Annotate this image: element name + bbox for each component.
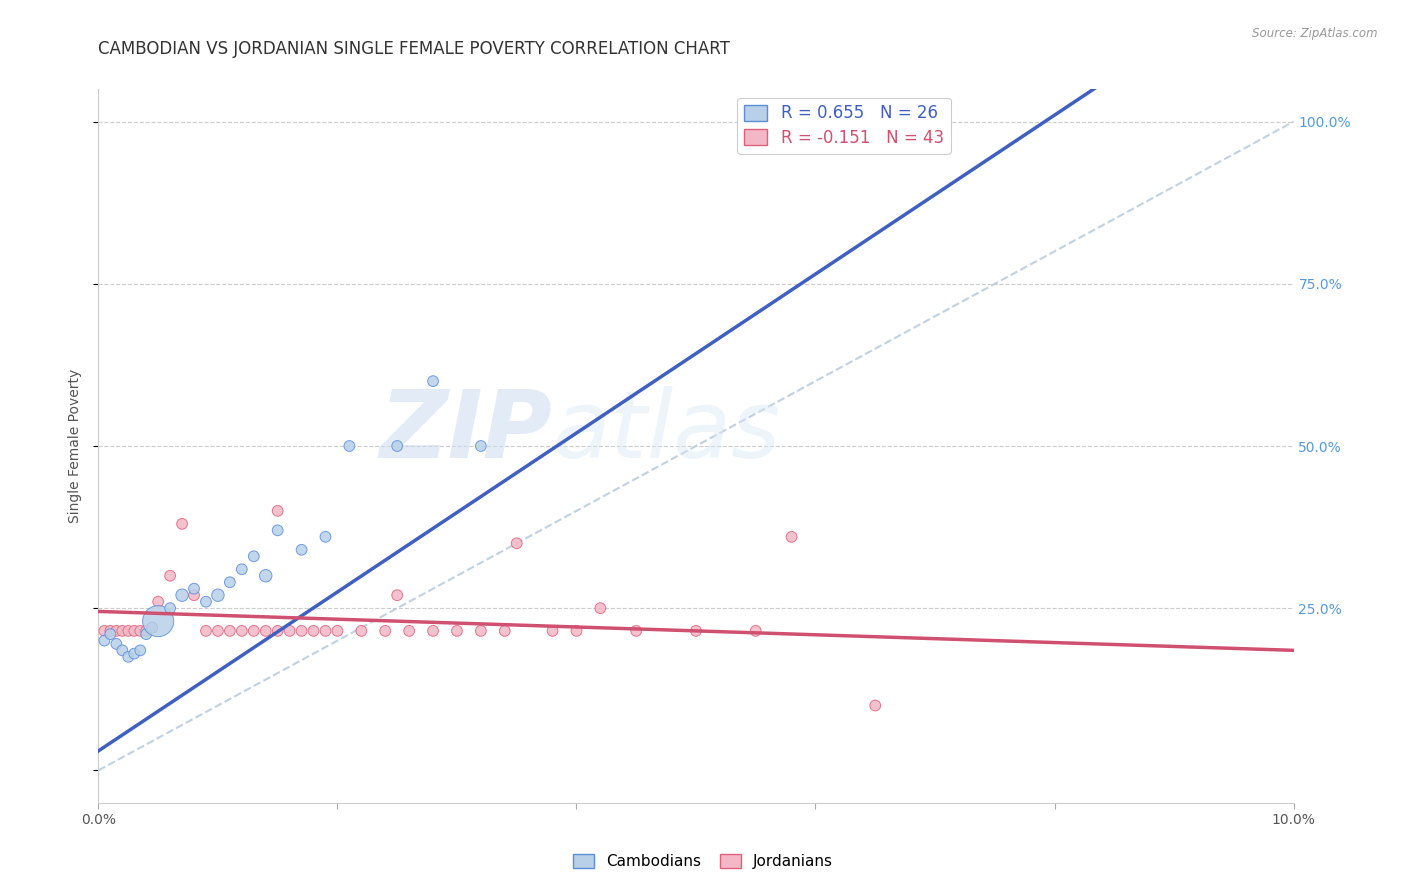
Point bbox=[339, 439, 360, 453]
Point bbox=[494, 624, 516, 638]
Point bbox=[267, 504, 290, 518]
Point bbox=[506, 536, 529, 550]
Point bbox=[124, 624, 146, 638]
Point bbox=[291, 624, 314, 638]
Point bbox=[172, 588, 194, 602]
Point bbox=[124, 647, 146, 661]
Point bbox=[243, 549, 266, 564]
Point bbox=[219, 575, 242, 590]
Point bbox=[254, 568, 277, 582]
Point bbox=[129, 624, 152, 638]
Point bbox=[291, 542, 314, 557]
Point bbox=[315, 624, 337, 638]
Point bbox=[111, 624, 134, 638]
Point bbox=[278, 624, 301, 638]
Point bbox=[159, 568, 181, 582]
Point bbox=[172, 516, 194, 531]
Point bbox=[470, 624, 492, 638]
Point bbox=[231, 562, 253, 576]
Point bbox=[267, 524, 290, 538]
Point bbox=[589, 601, 612, 615]
Point bbox=[148, 595, 170, 609]
Point bbox=[541, 624, 564, 638]
Point bbox=[685, 624, 707, 638]
Point bbox=[135, 627, 157, 641]
Point bbox=[207, 624, 229, 638]
Point bbox=[745, 624, 768, 638]
Point bbox=[231, 624, 253, 638]
Text: ZIP: ZIP bbox=[380, 385, 553, 478]
Point bbox=[183, 582, 205, 596]
Point bbox=[398, 624, 420, 638]
Point bbox=[422, 374, 444, 388]
Point bbox=[254, 624, 277, 638]
Point bbox=[219, 624, 242, 638]
Point bbox=[470, 439, 492, 453]
Point bbox=[243, 624, 266, 638]
Legend: Cambodians, Jordanians: Cambodians, Jordanians bbox=[567, 847, 839, 875]
Point bbox=[141, 621, 163, 635]
Text: Source: ZipAtlas.com: Source: ZipAtlas.com bbox=[1253, 27, 1378, 40]
Point bbox=[326, 624, 349, 638]
Point bbox=[422, 624, 444, 638]
Point bbox=[111, 643, 134, 657]
Point bbox=[141, 621, 163, 635]
Point bbox=[129, 643, 152, 657]
Point bbox=[865, 698, 887, 713]
Point bbox=[267, 624, 290, 638]
Point bbox=[159, 601, 181, 615]
Text: CAMBODIAN VS JORDANIAN SINGLE FEMALE POVERTY CORRELATION CHART: CAMBODIAN VS JORDANIAN SINGLE FEMALE POV… bbox=[98, 40, 730, 58]
Point bbox=[93, 624, 115, 638]
Point bbox=[135, 624, 157, 638]
Y-axis label: Single Female Poverty: Single Female Poverty bbox=[69, 369, 83, 523]
Point bbox=[374, 624, 396, 638]
Point bbox=[626, 624, 648, 638]
Point bbox=[385, 439, 409, 453]
Point bbox=[195, 595, 218, 609]
Point bbox=[446, 624, 468, 638]
Point bbox=[100, 624, 122, 638]
Point bbox=[117, 649, 139, 664]
Legend: R = 0.655   N = 26, R = -0.151   N = 43: R = 0.655 N = 26, R = -0.151 N = 43 bbox=[737, 97, 950, 153]
Text: atlas: atlas bbox=[553, 386, 780, 477]
Point bbox=[183, 588, 205, 602]
Point bbox=[105, 624, 128, 638]
Point bbox=[350, 624, 373, 638]
Point bbox=[385, 588, 409, 602]
Point bbox=[117, 624, 139, 638]
Point bbox=[195, 624, 218, 638]
Point bbox=[93, 633, 115, 648]
Point bbox=[780, 530, 803, 544]
Point bbox=[207, 588, 229, 602]
Point bbox=[565, 624, 588, 638]
Point bbox=[302, 624, 325, 638]
Point bbox=[105, 637, 128, 651]
Point bbox=[315, 530, 337, 544]
Point bbox=[100, 627, 122, 641]
Point bbox=[148, 614, 170, 628]
